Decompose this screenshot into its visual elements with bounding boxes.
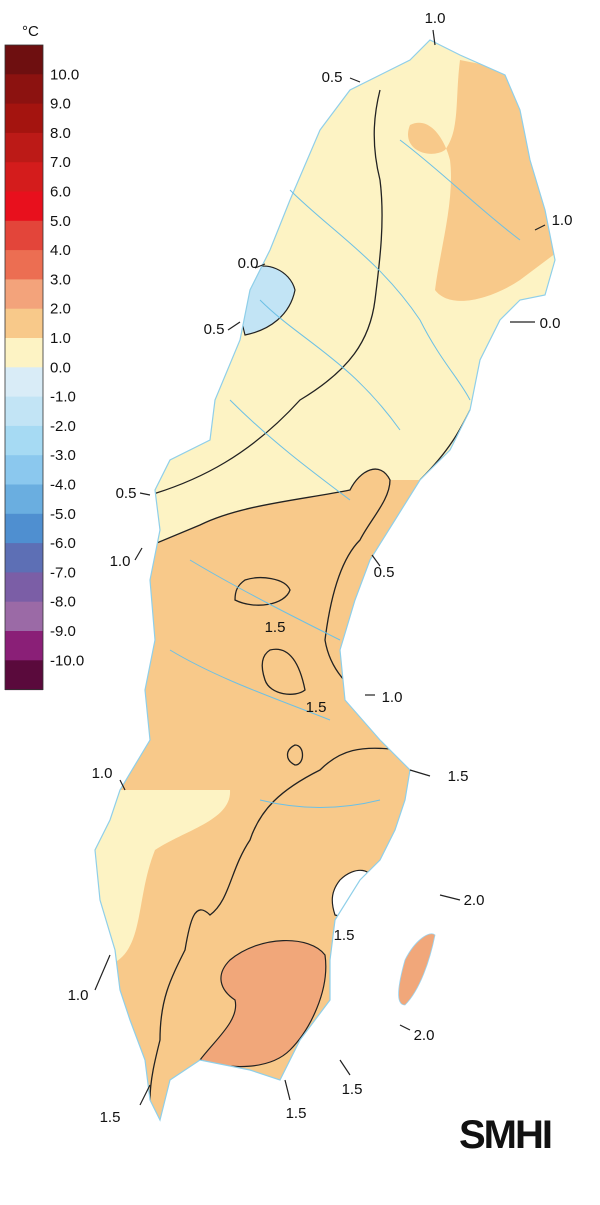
legend-swatch <box>5 455 43 485</box>
legend-label: 8.0 <box>50 125 71 142</box>
legend-swatch <box>5 543 43 573</box>
legend-label: 10.0 <box>50 66 79 83</box>
isoline-label: 0.5 <box>116 485 137 502</box>
legend-label: -9.0 <box>50 623 76 640</box>
isoline-label: 1.0 <box>92 765 113 782</box>
legend: °C 10.0 9.0 8.0 7.0 6.0 5.0 4.0 3.0 2.0 1.0 0.0 -1.… <box>4 23 84 691</box>
isoline-label: 0.5 <box>322 69 343 86</box>
legend-swatch <box>5 601 43 632</box>
isoline-label: 2.0 <box>414 1027 435 1044</box>
isoline-label: 1.5 <box>265 619 286 636</box>
isoline-label: 0.0 <box>540 315 561 332</box>
isoline-label: 1.0 <box>425 10 446 27</box>
legend-swatch <box>5 279 43 310</box>
legend-label: -2.0 <box>50 418 76 435</box>
legend-swatch <box>5 308 43 339</box>
legend-label: -4.0 <box>50 477 76 494</box>
isoline-label: 1.0 <box>382 689 403 706</box>
legend-label: 0.0 <box>50 359 71 376</box>
isoline-label: 2.0 <box>464 892 485 909</box>
legend-label: -5.0 <box>50 506 76 523</box>
legend-swatch <box>5 631 43 661</box>
isoline-label: 0.0 <box>238 255 259 272</box>
isoline-label: 0.5 <box>204 321 225 338</box>
legend-label: -6.0 <box>50 535 76 552</box>
isoline-label: 1.5 <box>334 927 355 944</box>
isoline-label: 1.5 <box>100 1109 121 1126</box>
legend-swatch <box>5 367 43 398</box>
legend-swatch <box>5 45 43 75</box>
legend-swatch <box>5 572 43 603</box>
legend-label: 9.0 <box>50 96 71 113</box>
legend-label: 3.0 <box>50 271 71 288</box>
legend-swatch <box>5 425 43 456</box>
legend-label: 7.0 <box>50 154 71 171</box>
legend-swatch <box>5 132 43 163</box>
rivers <box>169 139 521 808</box>
legend-swatch <box>5 338 43 368</box>
isoline-label: 1.0 <box>110 553 131 570</box>
isoline-label: 0.5 <box>374 564 395 581</box>
legend-label: 6.0 <box>50 184 71 201</box>
legend-label: -10.0 <box>50 652 84 669</box>
isoline-label: 1.5 <box>448 768 469 785</box>
legend-swatch <box>5 396 43 427</box>
legend-frame <box>4 44 44 690</box>
legend-label: -7.0 <box>50 564 76 581</box>
isoline-label: 1.5 <box>286 1105 307 1122</box>
legend-swatch <box>5 191 43 222</box>
legend-label: 4.0 <box>50 242 71 259</box>
legend-label: 5.0 <box>50 213 71 230</box>
legend-label: -1.0 <box>50 389 76 406</box>
isoline-label: 1.0 <box>68 987 89 1004</box>
logo: SMHI <box>459 1113 551 1157</box>
legend-label: 1.0 <box>50 330 71 347</box>
gotland <box>398 933 436 1006</box>
leader-lines <box>94 29 546 1106</box>
legend-swatch <box>5 513 43 544</box>
legend-swatch <box>5 220 43 251</box>
legend-swatch <box>5 484 43 515</box>
legend-swatch <box>5 660 43 691</box>
legend-label: -8.0 <box>50 594 76 611</box>
legend-swatch <box>5 103 43 134</box>
legend-label: -3.0 <box>50 447 76 464</box>
isoline-label: 1.5 <box>306 699 327 716</box>
legend-unit: °C <box>22 23 39 40</box>
isoline-label: 1.5 <box>342 1081 363 1098</box>
zone-2-0 <box>199 939 327 1068</box>
legend-swatch <box>5 74 43 105</box>
legend-swatch <box>5 162 43 192</box>
isoline-label: 1.0 <box>552 212 573 229</box>
legend-swatch <box>5 250 43 280</box>
zone-sw <box>95 790 231 965</box>
legend-label: 2.0 <box>50 301 71 318</box>
